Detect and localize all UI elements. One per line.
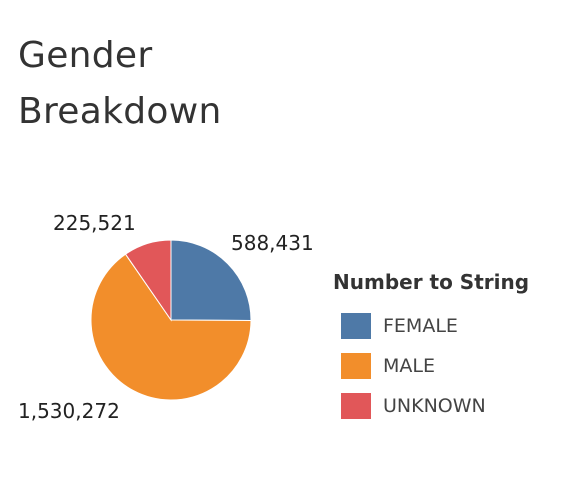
pie-slice-female[interactable] bbox=[170, 239, 252, 322]
legend-item-unknown[interactable]: UNKNOWN bbox=[333, 386, 529, 426]
data-label-female: 588,431 bbox=[231, 231, 314, 255]
pie-slice-male[interactable] bbox=[90, 253, 252, 401]
legend-swatch-male bbox=[341, 353, 371, 379]
legend-item-male[interactable]: MALE bbox=[333, 346, 529, 386]
chart-title-line-1: Gender bbox=[18, 35, 153, 76]
legend-title: Number to String bbox=[333, 270, 530, 294]
chart-title-line-2: Breakdown bbox=[18, 91, 222, 132]
legend-swatch-unknown bbox=[341, 393, 371, 419]
legend-swatch-female bbox=[341, 313, 371, 339]
legend-label-unknown: UNKNOWN bbox=[383, 395, 486, 417]
legend: Number to String FEMALE MALE UNKNOWN bbox=[333, 270, 529, 426]
legend-item-female[interactable]: FEMALE bbox=[333, 306, 529, 346]
legend-label-female: FEMALE bbox=[383, 315, 458, 337]
pie-slice-unknown[interactable] bbox=[124, 239, 172, 322]
legend-label-male: MALE bbox=[383, 355, 435, 377]
data-label-unknown: 225,521 bbox=[53, 211, 136, 235]
data-label-male: 1,530,272 bbox=[18, 399, 120, 423]
